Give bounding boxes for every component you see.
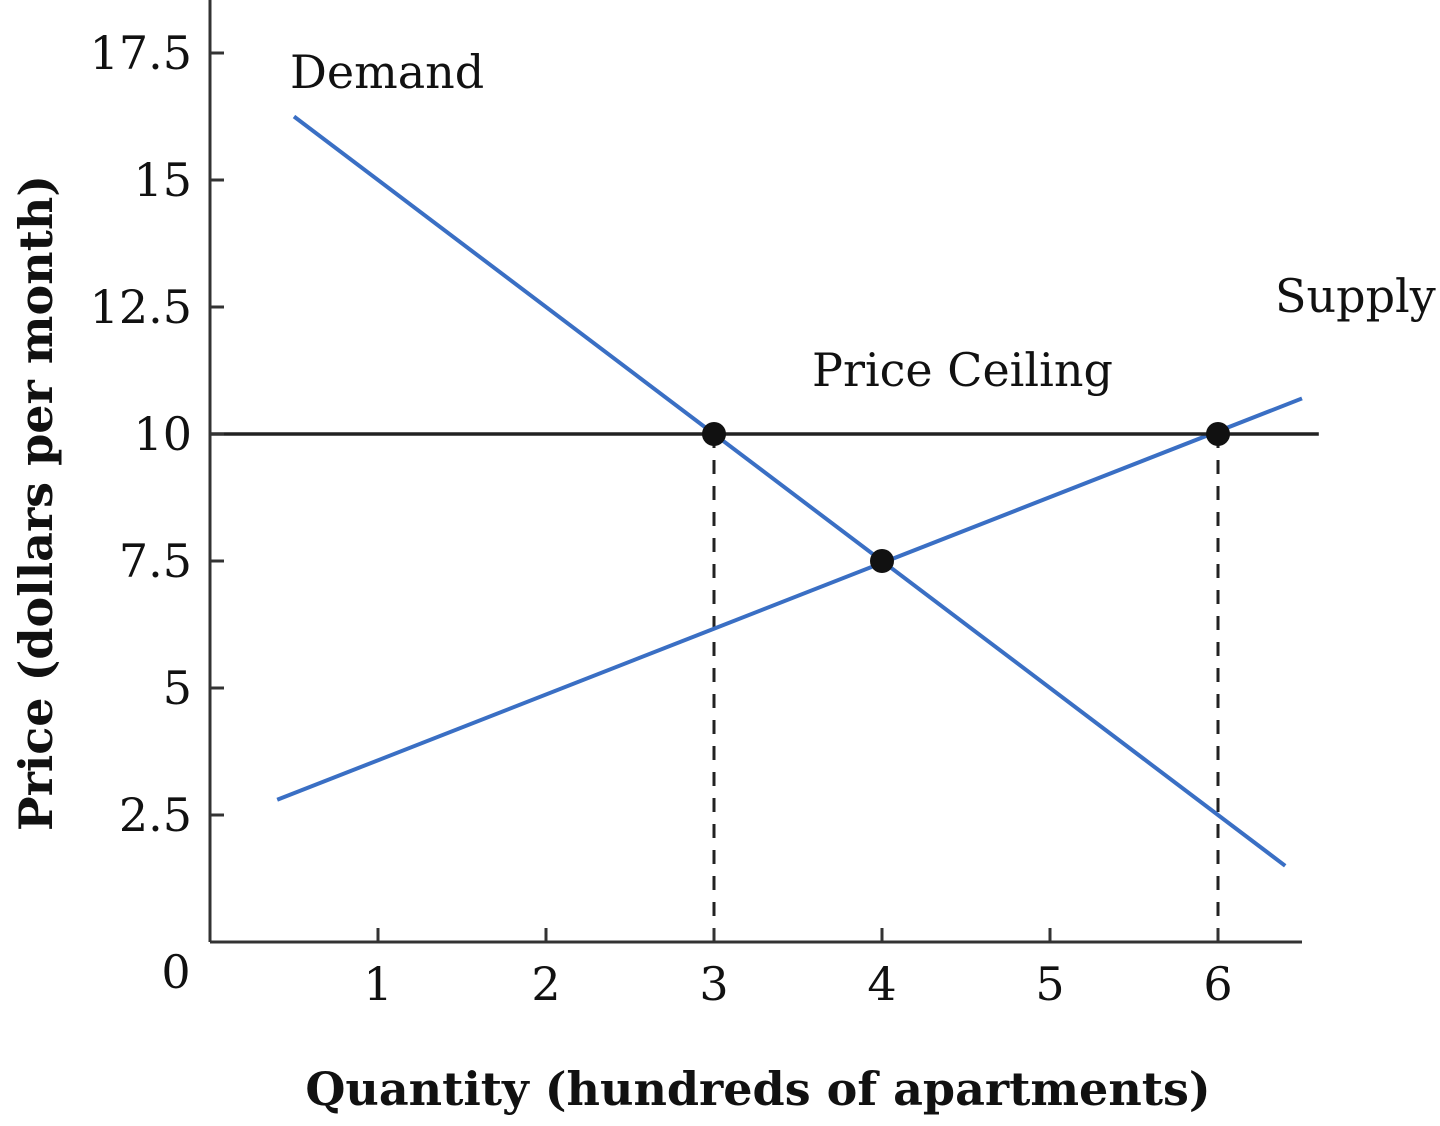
supply-label: Supply <box>1275 269 1436 323</box>
y-tick-label: 10 <box>133 407 192 461</box>
axes <box>208 0 1302 944</box>
data-point <box>702 422 726 446</box>
demand-curve <box>292 114 1287 868</box>
x-tick-label: 1 <box>363 957 392 1011</box>
supply-curve <box>276 396 1303 802</box>
dashed-guides <box>712 434 1220 942</box>
x-tick-label: 2 <box>531 957 560 1011</box>
y-tick-label: 2.5 <box>119 788 192 842</box>
y-axis-title: Price (dollars per month) <box>9 175 63 831</box>
y-tick-label: 15 <box>133 153 192 207</box>
x-tick-label: 6 <box>1203 957 1232 1011</box>
y-tick-label: 12.5 <box>90 280 192 334</box>
origin-label: 0 <box>161 945 190 999</box>
x-tick-label: 4 <box>867 957 896 1011</box>
x-axis-title: Quantity (hundreds of apartments) <box>305 1062 1210 1116</box>
y-tick-label: 7.5 <box>119 534 192 588</box>
data-point <box>1206 422 1230 446</box>
x-tick-label: 3 <box>699 957 728 1011</box>
y-tick-label: 5 <box>163 661 192 715</box>
y-tick-label: 17.5 <box>90 26 192 80</box>
curves <box>276 114 1303 868</box>
x-tick-label: 5 <box>1035 957 1064 1011</box>
points <box>702 422 1230 573</box>
data-point <box>870 549 894 573</box>
price-ceiling-label: Price Ceiling <box>812 343 1113 397</box>
ticks: 1 2 3 4 5 6 2.5 5 7.5 10 12.5 15 17.5 <box>90 26 1233 1011</box>
demand-label: Demand <box>290 45 484 99</box>
